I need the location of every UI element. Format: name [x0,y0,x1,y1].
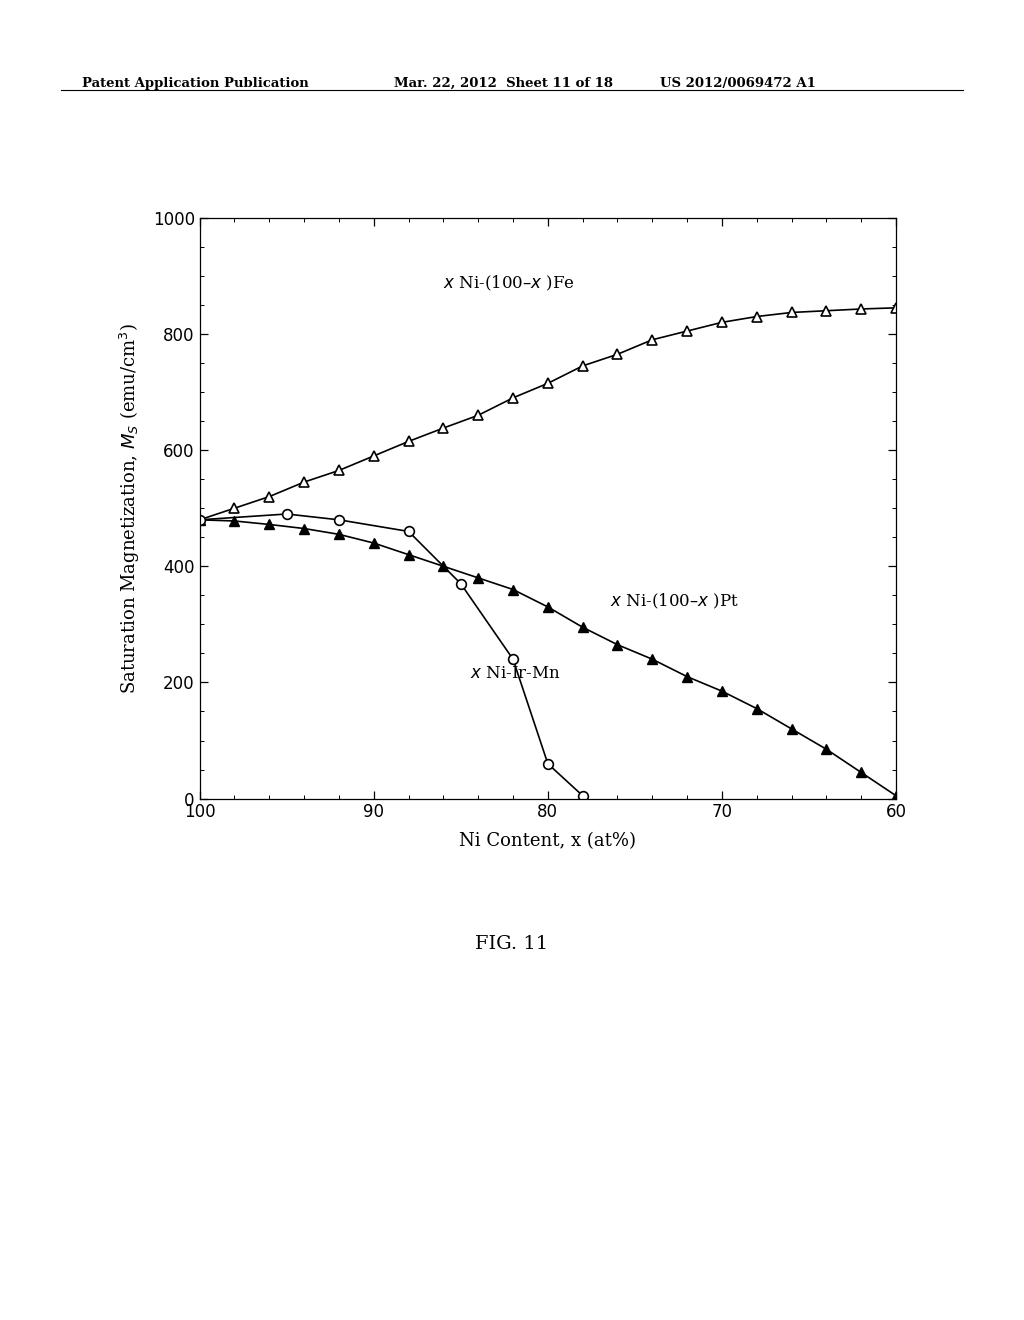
Text: $x$ Ni-(100–$x$ )Fe: $x$ Ni-(100–$x$ )Fe [443,275,575,293]
Text: Mar. 22, 2012  Sheet 11 of 18: Mar. 22, 2012 Sheet 11 of 18 [394,77,613,90]
Text: $x$ Ni-(100–$x$ )Pt: $x$ Ni-(100–$x$ )Pt [610,591,739,611]
Text: $x$ Ni-Ir-Mn: $x$ Ni-Ir-Mn [469,665,560,682]
X-axis label: Ni Content, x (at%): Ni Content, x (at%) [460,833,636,850]
Y-axis label: Saturation Magnetization, $M_S$ (emu/cm$^3$): Saturation Magnetization, $M_S$ (emu/cm$… [118,322,141,694]
Text: FIG. 11: FIG. 11 [475,935,549,953]
Text: US 2012/0069472 A1: US 2012/0069472 A1 [660,77,816,90]
Text: Patent Application Publication: Patent Application Publication [82,77,308,90]
